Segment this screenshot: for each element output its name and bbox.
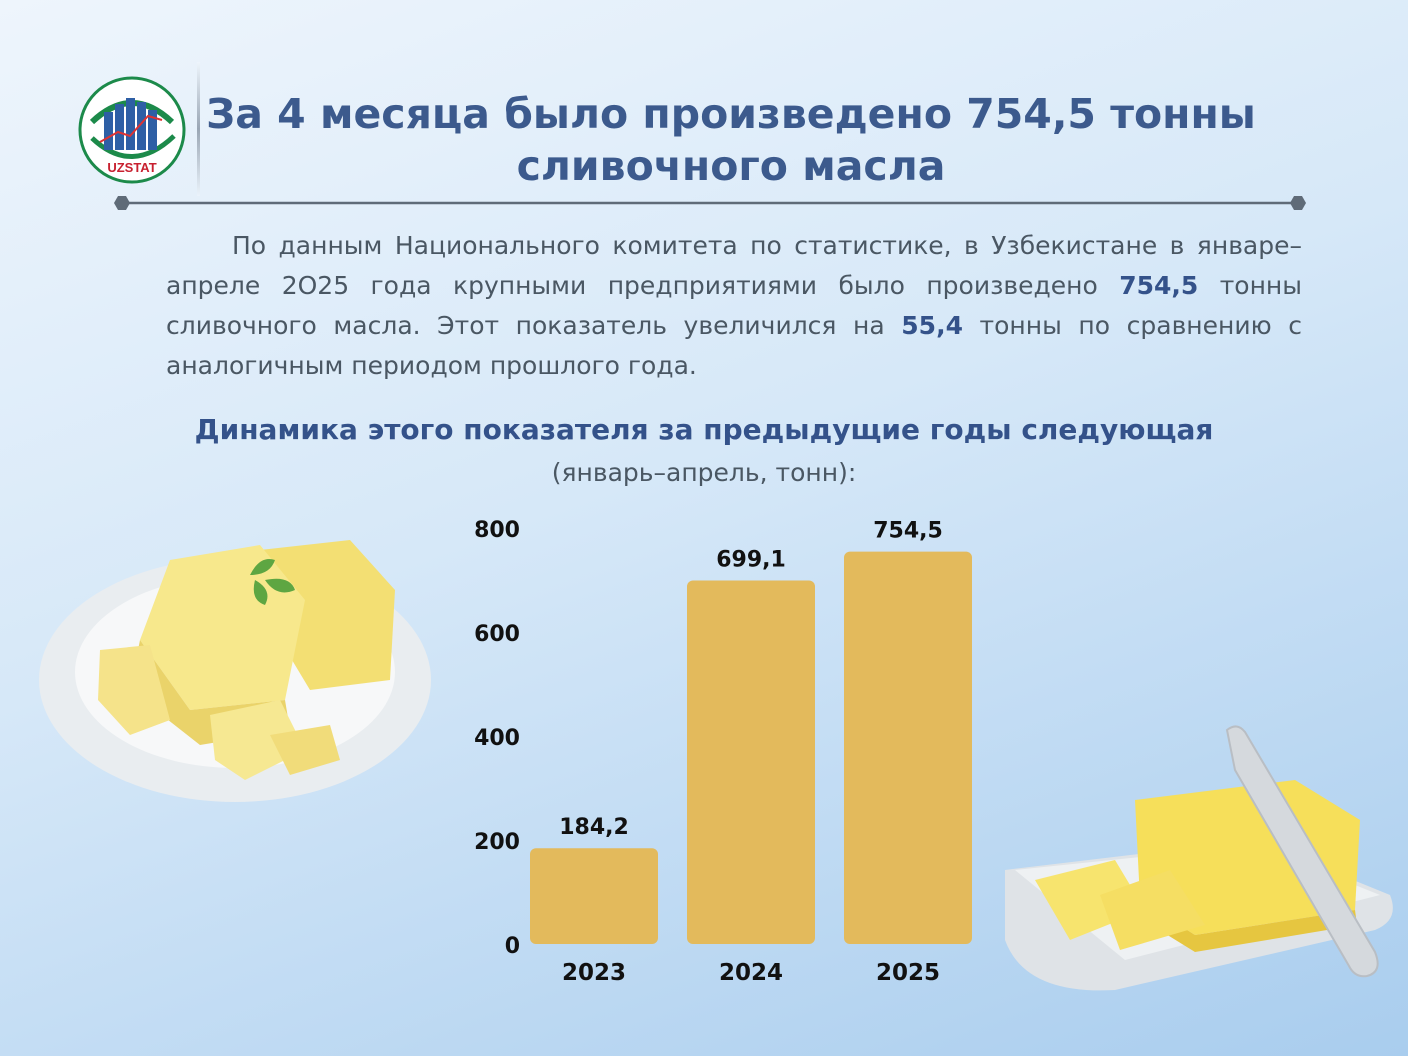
paragraph-part-2: тонны сливочного масла. Этот показатель … — [166, 271, 1303, 340]
bar-chart: 0 200 400 600 800 184,2 2023 699,1 2024 754,5 2025 — [474, 518, 972, 986]
page-title: За 4 месяца было произведено 754,5 тонны… — [206, 88, 1256, 192]
paragraph-value-current: 754,5 — [1119, 271, 1199, 300]
title-line-1: За 4 месяца было произведено 754,5 тонны — [206, 90, 1256, 138]
x-tick-label: 2024 — [719, 960, 783, 986]
logo-text: UZSTAT — [107, 160, 156, 175]
paragraph-value-increase: 55,4 — [901, 311, 963, 340]
chart-unit: (январь–апрель, тонн): — [551, 458, 857, 487]
bar — [844, 551, 972, 944]
uzstat-logo: UZSTAT — [78, 76, 186, 184]
y-tick-label: 200 — [474, 830, 520, 855]
data-label: 184,2 — [559, 815, 629, 840]
intro-paragraph: По данным Национального комитета по стат… — [166, 226, 1302, 386]
title-underline — [114, 196, 1306, 210]
butter-plate-illustration — [39, 540, 431, 802]
x-tick-label: 2023 — [562, 960, 626, 986]
header-divider — [197, 62, 200, 196]
data-label: 699,1 — [716, 547, 786, 572]
y-tick-label: 400 — [474, 726, 520, 751]
bar — [530, 848, 658, 944]
paragraph-part-1: По данным Национального комитета по стат… — [166, 231, 1302, 300]
x-tick-label: 2025 — [876, 960, 940, 986]
paragraph-part-3: тонны по сравнению с аналогичным периодо… — [166, 311, 1302, 380]
bar — [687, 580, 815, 944]
chart-heading: Динамика этого показателя за предыдущие … — [194, 413, 1214, 446]
y-tick-label: 0 — [505, 934, 520, 959]
butter-knife-illustration — [1005, 725, 1393, 991]
data-label: 754,5 — [873, 519, 943, 544]
y-tick-label: 600 — [474, 622, 520, 647]
title-line-2: сливочного масла — [516, 142, 946, 190]
y-tick-label: 800 — [474, 518, 520, 543]
